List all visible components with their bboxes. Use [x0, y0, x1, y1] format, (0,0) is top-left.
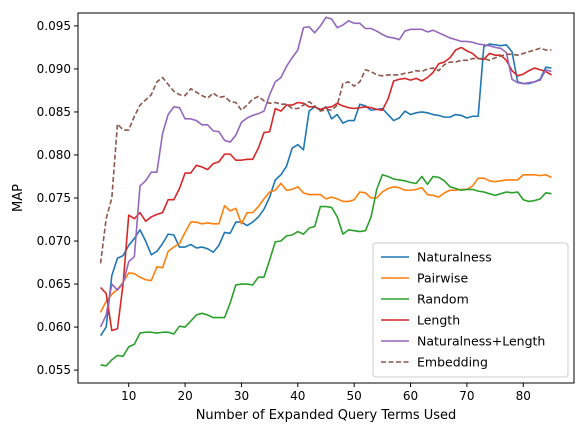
series-line-naturalness	[99, 43, 552, 337]
y-tick-label: 0.095	[37, 19, 71, 33]
y-tick-label: 0.060	[37, 320, 71, 334]
legend-label-random: Random	[417, 292, 469, 307]
x-axis: 10 20 30 40 50 60 70 80	[121, 383, 531, 403]
y-tick-label: 0.085	[37, 105, 71, 119]
y-tick-label: 0.065	[37, 277, 71, 291]
y-tick-label: 0.075	[37, 191, 71, 205]
y-tick-label: 0.070	[37, 234, 71, 248]
x-tick-label: 30	[234, 389, 249, 403]
legend-label-length: Length	[417, 313, 460, 328]
legend: Naturalness Pairwise Random Length Naturalne…	[372, 242, 569, 378]
x-tick-label: 70	[459, 389, 474, 403]
legend-label-naturalness: Naturalness	[417, 250, 492, 265]
series-line-random	[100, 173, 552, 367]
x-axis-label: Number of Expanded Query Terms Used	[196, 408, 457, 423]
x-tick-label: 60	[403, 389, 418, 403]
y-tick-label: 0.080	[37, 148, 71, 162]
x-tick-label: 10	[121, 389, 136, 403]
x-tick-label: 80	[516, 389, 531, 403]
x-tick-label: 20	[177, 389, 192, 403]
series-line-pairwise	[99, 173, 552, 313]
y-tick-label: 0.090	[37, 62, 71, 76]
y-axis-label: MAP	[11, 184, 26, 212]
y-tick-label: 0.055	[37, 363, 71, 377]
series-layer	[99, 16, 552, 367]
y-axis: 0.055 0.060 0.065 0.070 0.075 0.080 0.085 0.090…	[37, 19, 78, 377]
series-line-naturalness-length	[99, 16, 552, 328]
legend-label-pairwise: Pairwise	[417, 271, 468, 286]
legend-label-naturalness-length: Naturalness+Length	[417, 334, 545, 349]
x-tick-label: 50	[347, 389, 362, 403]
series-line-length	[99, 46, 552, 332]
legend-box	[372, 242, 569, 378]
legend-label-embedding: Embedding	[417, 355, 488, 370]
x-tick-label: 40	[290, 389, 305, 403]
